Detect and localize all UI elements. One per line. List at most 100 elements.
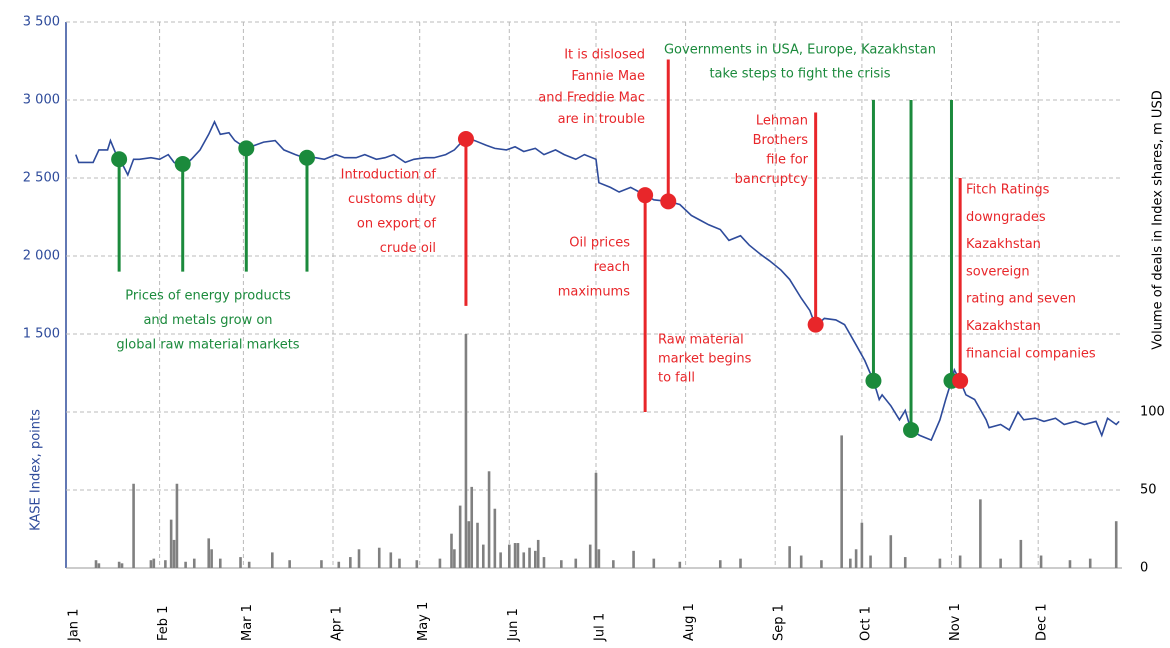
annotation: Lehman xyxy=(756,114,808,129)
annotation: and metals grow on xyxy=(143,313,272,328)
y-tick-label: 3 000 xyxy=(23,93,60,108)
bar xyxy=(560,560,563,568)
bar xyxy=(175,483,179,568)
bar xyxy=(184,561,187,568)
annotation: Introduction of xyxy=(341,168,437,183)
bar xyxy=(594,472,598,568)
annotation: Oil prices xyxy=(569,236,630,251)
event-marker xyxy=(952,372,969,389)
event-marker xyxy=(238,140,255,157)
bar xyxy=(958,555,962,568)
bar xyxy=(337,561,341,568)
bar xyxy=(860,522,864,568)
bar xyxy=(349,557,352,568)
bar xyxy=(120,563,124,568)
bar xyxy=(849,558,852,568)
bar xyxy=(1068,560,1072,568)
bar xyxy=(320,560,323,568)
bar xyxy=(207,538,211,568)
y2-tick-label: 50 xyxy=(1140,483,1157,498)
y2-axis-label: Volume of deals in Index shares, m USD xyxy=(1151,90,1166,349)
bar xyxy=(493,508,497,568)
annotation: Kazakhstan xyxy=(966,237,1041,252)
bar xyxy=(840,435,843,568)
x-tick-label: May 1 xyxy=(416,602,431,641)
bar xyxy=(507,544,511,568)
annotation: Fitch Ratings xyxy=(966,183,1050,198)
annotation: rating and seven xyxy=(966,292,1076,307)
annotation: Governments in USA, Europe, Kazakhstan xyxy=(664,43,936,58)
annotation: Kazakhstan xyxy=(966,319,1041,334)
event-marker xyxy=(457,131,474,147)
x-tick-label: Oct 1 xyxy=(858,606,873,641)
bar xyxy=(288,560,291,568)
bar xyxy=(94,560,98,568)
bar xyxy=(869,555,872,568)
bar xyxy=(398,558,401,568)
event-marker xyxy=(903,421,920,438)
annotation: bancruptcy xyxy=(735,172,809,187)
x-tick-label: Jun 1 xyxy=(506,608,521,642)
bar xyxy=(499,552,502,568)
bar xyxy=(718,560,722,568)
annotation: and Freddie Mac xyxy=(538,91,645,106)
annotation: Fannie Mae xyxy=(571,69,645,84)
bar xyxy=(979,499,982,568)
bar xyxy=(450,533,453,568)
annotation: financial companies xyxy=(966,346,1096,361)
x-tick-label: Nov 1 xyxy=(948,603,963,641)
bar xyxy=(632,550,635,568)
event-marker xyxy=(174,155,191,172)
bar xyxy=(513,543,517,568)
annotation: downgrades xyxy=(966,210,1046,225)
annotation: file for xyxy=(766,153,808,168)
annotation: customs duty xyxy=(348,192,436,207)
bar xyxy=(536,539,540,568)
annotation: It is dislosed xyxy=(564,48,645,63)
event-marker xyxy=(111,151,128,168)
annotation: to fall xyxy=(658,371,695,386)
bar xyxy=(438,558,442,568)
bar xyxy=(97,563,101,568)
x-tick-label: Aug 1 xyxy=(682,603,697,641)
annotation: crude oil xyxy=(380,241,436,256)
bar xyxy=(415,560,419,568)
bar xyxy=(528,547,531,568)
bar xyxy=(357,549,361,568)
bar xyxy=(239,557,242,568)
bar xyxy=(588,544,592,568)
bar xyxy=(820,560,823,568)
bar xyxy=(172,539,176,568)
bar xyxy=(149,560,153,568)
bar xyxy=(612,560,615,568)
bar xyxy=(1019,539,1023,568)
y-tick-label: 1 500 xyxy=(23,327,60,342)
event-marker xyxy=(865,372,882,389)
bar xyxy=(999,558,1002,568)
annotation: maximums xyxy=(558,285,631,300)
x-tick-label: Sep 1 xyxy=(772,604,787,641)
line xyxy=(75,119,1120,442)
annotation: market begins xyxy=(658,352,752,367)
bar xyxy=(467,521,471,568)
bar xyxy=(164,560,167,568)
y-tick-label: 2 500 xyxy=(23,171,60,186)
annotation: on export of xyxy=(357,217,437,232)
bar xyxy=(271,552,274,568)
bar xyxy=(799,555,803,568)
bar xyxy=(132,483,135,568)
annotation: reach xyxy=(594,260,630,275)
x-tick-label: Jan 1 xyxy=(67,609,82,642)
bar xyxy=(464,334,468,568)
annotation: are in trouble xyxy=(558,112,645,127)
annotation: global raw material markets xyxy=(116,338,299,353)
annotation: take steps to fight the crisis xyxy=(709,67,890,82)
y2-tick-label: 100 xyxy=(1140,405,1165,420)
event-marker xyxy=(660,193,677,210)
bar xyxy=(1039,555,1043,568)
x-tick-label: Mar 1 xyxy=(240,604,255,641)
bar xyxy=(534,550,537,568)
bar xyxy=(1114,521,1118,568)
bar xyxy=(169,519,173,568)
